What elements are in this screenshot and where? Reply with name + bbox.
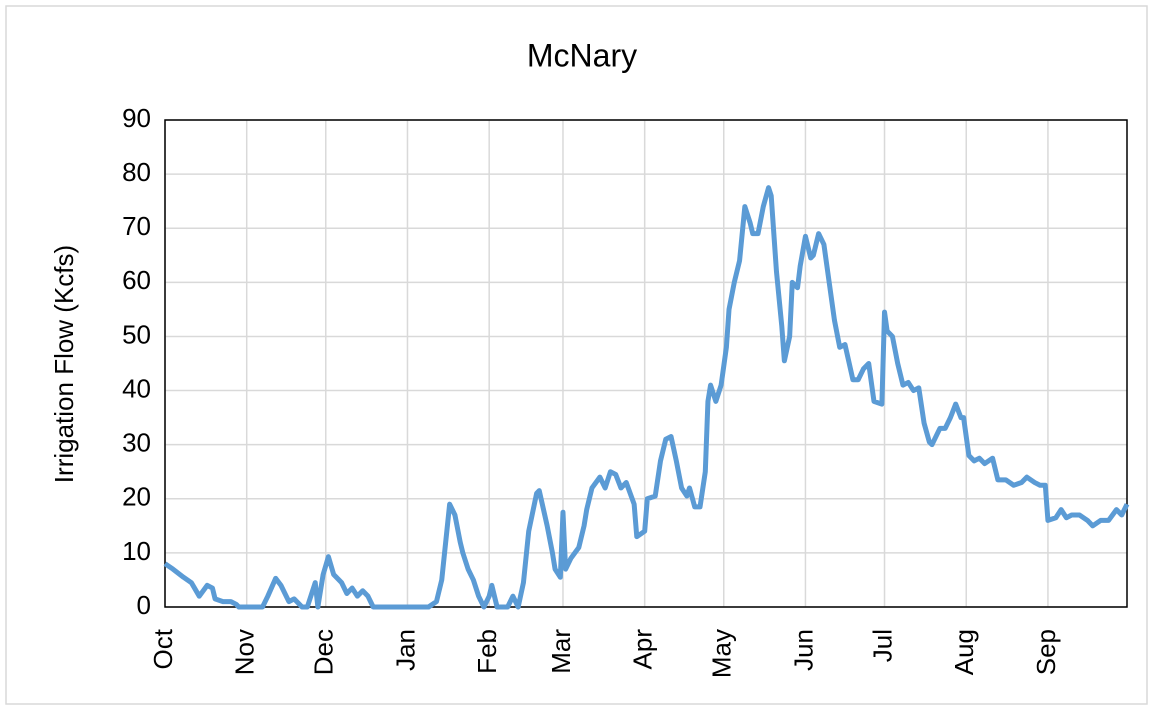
y-tick-label: 40 bbox=[122, 373, 151, 403]
x-tick-label: May bbox=[707, 629, 737, 678]
y-tick-label: 90 bbox=[122, 103, 151, 133]
x-tick-label: Dec bbox=[309, 629, 339, 675]
x-tick-label: Aug bbox=[949, 629, 979, 675]
y-tick-label: 0 bbox=[137, 590, 151, 620]
x-tick-label: Feb bbox=[472, 629, 502, 674]
x-tick-label: Nov bbox=[230, 629, 260, 675]
x-tick-label: Jul bbox=[867, 629, 897, 662]
y-tick-label: 30 bbox=[122, 428, 151, 458]
plot-frame bbox=[164, 119, 1128, 608]
x-tick-label: Sep bbox=[1031, 629, 1061, 675]
y-axis-label: Irrigation Flow (Kcfs) bbox=[49, 245, 79, 483]
y-tick-label: 10 bbox=[122, 536, 151, 566]
x-tick-label: Oct bbox=[148, 628, 178, 669]
x-tick-label: Jan bbox=[390, 629, 420, 671]
x-tick-label: Apr bbox=[628, 629, 658, 670]
data-line bbox=[163, 185, 1130, 610]
y-tick-label: 80 bbox=[122, 157, 151, 187]
x-tick-label: Jun bbox=[788, 629, 818, 671]
y-tick-label: 20 bbox=[122, 482, 151, 512]
x-tick-label: Mar bbox=[546, 629, 576, 674]
y-tick-label: 60 bbox=[122, 265, 151, 295]
y-tick-label: 70 bbox=[122, 211, 151, 241]
y-tick-label: 50 bbox=[122, 319, 151, 349]
chart-frame bbox=[5, 5, 1148, 705]
chart-title: McNary bbox=[527, 37, 637, 73]
